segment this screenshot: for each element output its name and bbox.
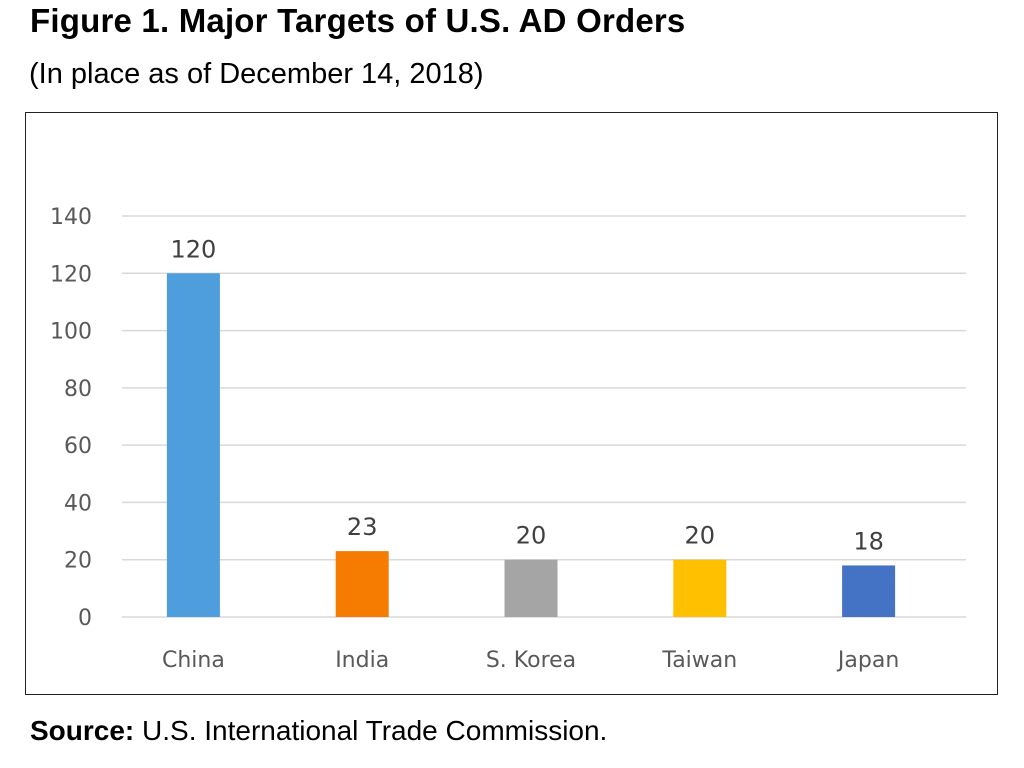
x-tick-label: Taiwan [661, 648, 737, 673]
data-label: 20 [516, 522, 547, 550]
bar-japan [842, 565, 896, 617]
y-tick-label: 20 [64, 549, 92, 574]
y-axis-ticks: 0 20 40 60 80 100 120 140 [50, 205, 92, 631]
chart-frame: 0 20 40 60 80 100 120 140 120 23 20 20 18 China Indi… [25, 112, 998, 695]
source-note: Source: U.S. International Trade Commiss… [30, 715, 607, 747]
data-label: 120 [170, 235, 216, 263]
data-labels-layer: 120 23 20 20 18 [170, 235, 883, 555]
bar-chart: 0 20 40 60 80 100 120 140 120 23 20 20 18 China Indi… [50, 205, 966, 673]
y-tick-label: 120 [50, 262, 92, 287]
x-tick-label: Japan [836, 648, 899, 673]
x-tick-label: India [335, 648, 389, 673]
figure-title: Figure 1. Major Targets of U.S. AD Order… [30, 2, 686, 39]
bar-china [166, 273, 220, 617]
data-label: 23 [347, 513, 378, 541]
y-tick-label: 80 [64, 377, 92, 402]
source-label: Source: [30, 715, 135, 746]
figure-subtitle: (In place as of December 14, 2018) [29, 58, 484, 90]
y-tick-label: 60 [64, 434, 92, 459]
bar-india [335, 551, 389, 617]
y-tick-label: 0 [78, 606, 92, 631]
grid-layer [122, 215, 966, 618]
x-tick-label: S. Korea [486, 648, 576, 673]
data-label: 20 [685, 522, 716, 550]
bars-layer [166, 273, 896, 617]
y-tick-label: 140 [50, 205, 92, 230]
bar-taiwan [673, 559, 727, 617]
y-tick-label: 40 [64, 491, 92, 516]
x-tick-label: China [162, 648, 225, 673]
x-axis-ticks: China India S. Korea Taiwan Japan [162, 648, 899, 673]
data-label: 18 [853, 527, 884, 555]
source-text: U.S. International Trade Commission. [142, 715, 608, 746]
bar-s-korea [504, 559, 558, 617]
y-tick-label: 100 [50, 320, 92, 345]
